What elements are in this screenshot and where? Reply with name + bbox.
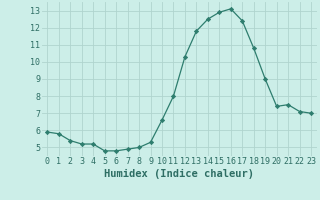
X-axis label: Humidex (Indice chaleur): Humidex (Indice chaleur): [104, 169, 254, 179]
